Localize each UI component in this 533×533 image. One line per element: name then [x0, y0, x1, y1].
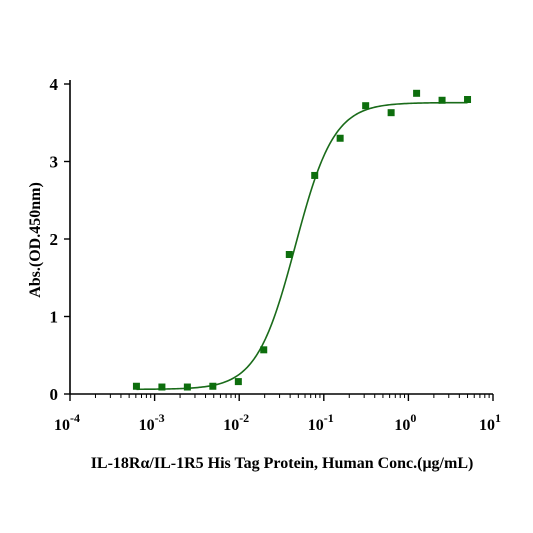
data-point [336, 134, 344, 142]
data-point [234, 378, 242, 386]
x-tick-label: 10-4 [54, 411, 80, 434]
x-tick-label: 10-2 [223, 411, 249, 434]
data-point [413, 89, 421, 97]
data-point [438, 96, 446, 104]
data-point [183, 383, 191, 391]
x-axis-title: IL-18Rα/IL-1R5 His Tag Protein, Human Co… [91, 455, 474, 472]
y-axis-title: Abs.(OD.450nm) [27, 182, 44, 298]
x-tick-label: 10-1 [308, 411, 334, 434]
data-point [209, 382, 217, 390]
data-point [464, 96, 472, 103]
axes: 0 1 2 3 4 10-4 10-3 10-2 10-1 100 101 [50, 75, 502, 434]
y-tick-label: 3 [50, 153, 59, 172]
data-points [132, 89, 472, 391]
x-tick-label: 100 [394, 411, 416, 434]
data-point [260, 346, 268, 354]
fit-curve [136, 101, 468, 391]
data-point [132, 382, 140, 390]
y-tick-label: 1 [50, 308, 59, 327]
data-point [311, 171, 319, 179]
data-point [387, 109, 395, 117]
y-tick-label: 2 [50, 230, 59, 249]
x-tick-label: 10-3 [139, 411, 165, 434]
data-point [285, 251, 293, 258]
y-tick-label: 4 [50, 75, 59, 94]
y-tick-label: 0 [50, 385, 59, 404]
data-point [158, 383, 166, 391]
x-tick-label: 101 [479, 411, 501, 434]
data-point [362, 102, 370, 110]
fit-curve-layer [136, 101, 468, 391]
